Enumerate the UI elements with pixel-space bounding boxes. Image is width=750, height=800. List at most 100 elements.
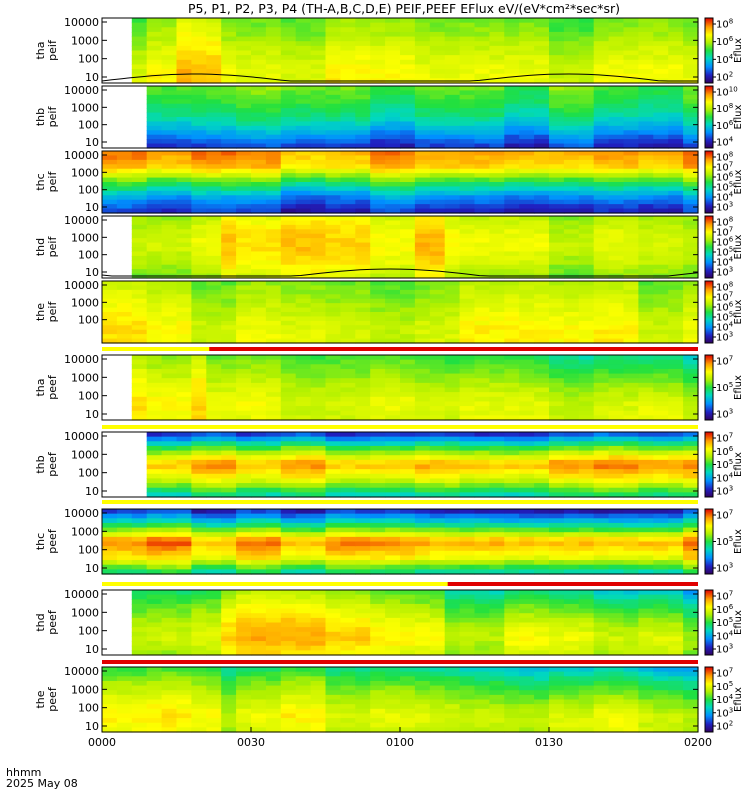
spectrogram-cell: [414, 450, 431, 456]
spectrogram-cell: [295, 117, 312, 123]
spectrogram-cell: [534, 130, 550, 136]
spectrogram-cell: [221, 164, 237, 170]
spectrogram-cell: [251, 320, 267, 326]
spectrogram-cell: [340, 164, 356, 170]
spectrogram-cell: [385, 599, 401, 605]
spectrogram-cell: [295, 134, 312, 140]
spectrogram-cell: [236, 441, 252, 447]
spectrogram-cell: [519, 186, 535, 192]
spectrogram-cell: [444, 204, 461, 210]
spectrogram-cell: [578, 229, 595, 235]
spectrogram-cell: [340, 255, 356, 261]
colorbar-tick-label: 107: [716, 509, 733, 522]
spectrogram-cell: [176, 31, 192, 38]
spectrogram-cell: [116, 208, 133, 214]
energy-trace-line: [101, 268, 699, 277]
spectrogram-cell: [370, 387, 386, 393]
spectrogram-cell: [549, 325, 565, 331]
y-tick-label: 10: [85, 562, 99, 575]
spectrogram-cell: [578, 94, 595, 100]
spectrogram-cell: [251, 220, 267, 226]
spectrogram-cell: [504, 325, 520, 331]
spectrogram-cell: [414, 269, 431, 275]
spectrogram-cell: [578, 312, 595, 318]
spectrogram-cell: [683, 151, 699, 157]
spectrogram-cell: [593, 121, 610, 127]
spectrogram-cell: [563, 320, 580, 326]
spectrogram-cell: [355, 569, 371, 575]
spectrogram-cell: [504, 541, 520, 547]
spectrogram-cell: [370, 627, 386, 633]
spectrogram-cell: [221, 509, 237, 515]
spectrogram-cell: [176, 55, 192, 61]
spectrogram-cell: [683, 492, 699, 498]
spectrogram-cell: [370, 329, 386, 335]
spectrogram-cell: [251, 269, 267, 275]
spectrogram-cell: [355, 289, 371, 295]
spectrogram-cell: [459, 406, 476, 412]
spectrogram-cell: [295, 445, 312, 452]
spectrogram-cell: [414, 251, 431, 257]
spectrogram-cell: [563, 613, 580, 619]
spectrogram-cell: [236, 285, 252, 291]
spectrogram-cell: [221, 112, 237, 118]
spectrogram-cell: [563, 155, 580, 161]
spectrogram-cell: [370, 478, 386, 484]
spectrogram-cell: [549, 27, 565, 33]
spectrogram-cell: [459, 334, 476, 340]
spectrogram-cell: [653, 173, 669, 179]
spectrogram-cell: [489, 22, 505, 28]
spectrogram-cell: [310, 645, 327, 651]
spectrogram-cell: [563, 441, 580, 447]
spectrogram-cell: [146, 69, 163, 75]
spectrogram-cell: [131, 264, 148, 270]
spectrogram-cell: [191, 487, 207, 493]
spectrogram-cell: [400, 285, 416, 291]
spectrogram-cell: [325, 469, 341, 475]
spectrogram-cell: [563, 59, 580, 66]
spectrogram-cell: [191, 18, 207, 24]
spectrogram-cell: [265, 90, 282, 96]
spectrogram-cell: [668, 90, 684, 96]
spectrogram-cell: [355, 164, 371, 170]
spectrogram-cell: [400, 294, 416, 300]
spectrogram-cell: [355, 316, 371, 322]
spectrogram-cell: [206, 469, 222, 475]
spectrogram-cell: [578, 536, 595, 543]
spectrogram-cell: [295, 151, 312, 157]
spectrogram-cell: [325, 483, 341, 489]
spectrogram-cell: [668, 473, 684, 480]
spectrogram-cell: [549, 22, 565, 28]
spectrogram-cell: [176, 631, 192, 638]
spectrogram-cell: [355, 45, 371, 52]
spectrogram-cell: [102, 190, 118, 196]
spectrogram-cell: [504, 285, 520, 291]
spectrogram-cell: [191, 173, 207, 179]
spectrogram-cell: [519, 269, 535, 275]
spectrogram-cell: [504, 73, 520, 79]
spectrogram-cell: [325, 22, 341, 28]
spectrogram-cell: [638, 204, 654, 210]
panel-frame: [101, 215, 699, 279]
spectrogram-cell: [683, 125, 699, 131]
spectrogram-cell: [653, 117, 669, 123]
spectrogram-cell: [519, 134, 535, 140]
spectrogram-cell: [191, 445, 207, 452]
spectrogram-cell: [400, 636, 416, 642]
spectrogram-cell: [593, 233, 610, 239]
spectrogram-cell: [131, 199, 148, 205]
spectrogram-cell: [161, 247, 178, 253]
spectrogram-cell: [251, 613, 267, 619]
spectrogram-cell: [459, 546, 476, 552]
spectrogram-cell: [370, 599, 386, 605]
spectrogram-cell: [295, 36, 312, 42]
spectrogram-cell: [414, 45, 431, 52]
spectrogram-cell: [534, 281, 550, 287]
spectrogram-cell: [325, 190, 341, 196]
spectrogram-cell: [206, 541, 222, 547]
spectrogram-cell: [459, 382, 476, 389]
spectrogram-cell: [400, 229, 416, 235]
spectrogram-cell: [459, 139, 476, 145]
spectrogram-cell: [563, 264, 580, 270]
spectrogram-cell: [385, 338, 401, 344]
